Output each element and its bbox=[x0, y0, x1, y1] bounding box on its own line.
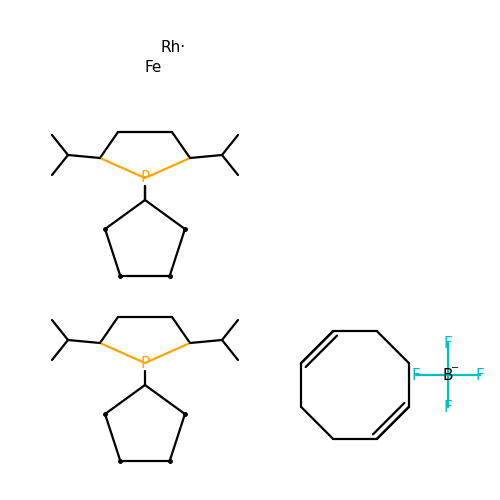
Text: F: F bbox=[444, 400, 452, 414]
Text: F: F bbox=[444, 336, 452, 350]
Text: F: F bbox=[476, 368, 484, 382]
Text: Rh·: Rh· bbox=[160, 40, 185, 54]
Text: P: P bbox=[140, 170, 149, 186]
Text: F: F bbox=[412, 368, 420, 382]
Text: −: − bbox=[451, 363, 459, 373]
Text: B: B bbox=[443, 368, 453, 382]
Text: Fe: Fe bbox=[145, 60, 162, 76]
Text: P: P bbox=[140, 356, 149, 370]
